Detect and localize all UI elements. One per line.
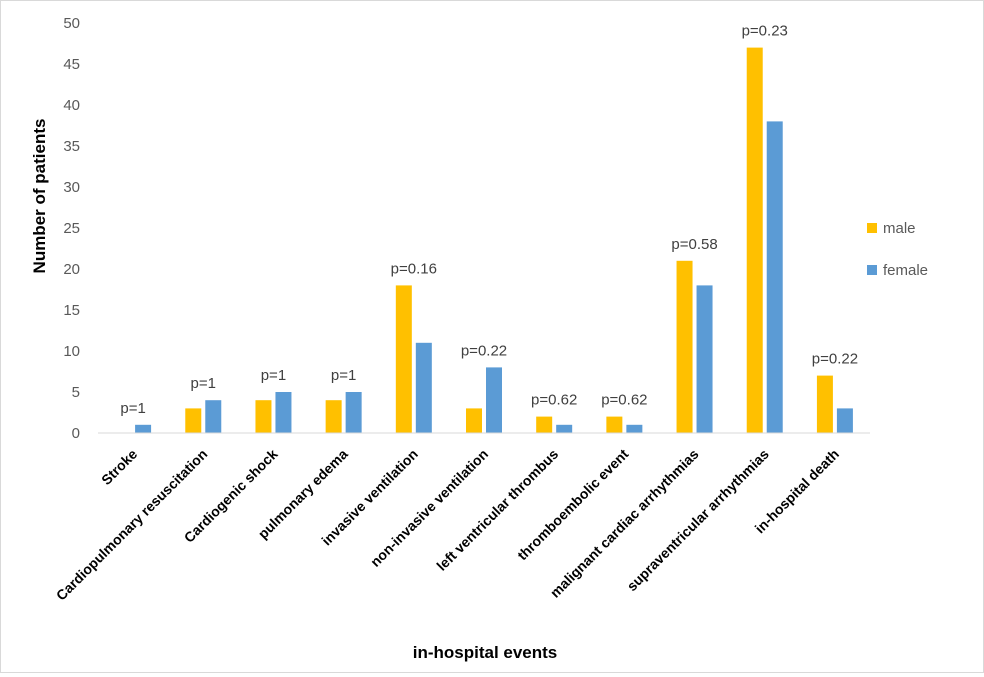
bar-female <box>696 285 713 433</box>
y-tick-label: 40 <box>63 97 80 114</box>
bar-male <box>816 375 833 433</box>
y-tick-label: 15 <box>63 302 80 319</box>
bar-female <box>766 121 783 434</box>
bar-male <box>325 400 342 433</box>
bar-male <box>255 400 272 433</box>
legend-label-female: female <box>883 262 928 279</box>
p-value-label: p=0.58 <box>671 236 717 253</box>
x-tick-label: left ventricular thrombus <box>433 446 561 574</box>
x-tick-label: supraventricular arrhythmias <box>624 446 772 594</box>
x-axis-title: in-hospital events <box>413 643 558 662</box>
bar-female <box>626 424 643 433</box>
y-tick-label: 25 <box>63 220 80 237</box>
bar-female <box>135 424 152 433</box>
bar-male <box>185 408 202 433</box>
bar-female <box>836 408 853 433</box>
p-value-labels: p=1 p=1 p=1 p=1 p=0.16 p=0.22 p=0.62 p=0.62 p=0.… <box>120 23 858 417</box>
y-tick-label: 45 <box>63 56 80 73</box>
p-value-label: p=0.16 <box>391 260 437 277</box>
bars <box>135 47 853 434</box>
p-value-label: p=0.22 <box>461 342 507 359</box>
x-tick-label: Stroke <box>98 446 140 488</box>
y-axis-title: Number of patients <box>30 119 49 274</box>
bar-female <box>486 367 502 433</box>
legend-label-male: male <box>883 220 916 237</box>
p-value-label: p=1 <box>261 367 286 384</box>
y-tick-label: 5 <box>72 384 80 401</box>
y-tick-label: 10 <box>63 343 80 360</box>
p-value-label: p=0.23 <box>742 23 788 40</box>
p-value-label: p=0.22 <box>812 351 858 368</box>
y-tick-label: 50 <box>63 15 80 32</box>
legend: male female <box>867 220 928 279</box>
x-tick-label: malignant cardiac arrhythmias <box>547 446 702 601</box>
p-value-label: p=0.62 <box>601 392 647 409</box>
bar-male <box>606 416 623 433</box>
x-tick-label: Cardiopulmonary resuscitation <box>53 446 211 604</box>
bar-male <box>746 47 763 433</box>
y-tick-label: 0 <box>72 425 80 442</box>
bar-female <box>275 392 292 433</box>
x-tick-label: non-invasive ventilation <box>367 446 491 570</box>
legend-swatch-female <box>867 265 877 275</box>
bar-female <box>415 342 432 433</box>
bar-female <box>556 424 573 433</box>
p-value-label: p=0.62 <box>531 392 577 409</box>
y-axis-ticks: 0 5 10 15 20 25 30 35 40 45 50 <box>63 15 80 442</box>
bar-male <box>466 408 482 433</box>
p-value-label: p=1 <box>120 400 145 417</box>
y-tick-label: 35 <box>63 138 80 155</box>
bar-male <box>395 285 412 433</box>
bar-male <box>536 416 553 433</box>
legend-swatch-male <box>867 223 877 233</box>
p-value-label: p=1 <box>191 375 216 392</box>
bar-male <box>676 260 693 433</box>
p-value-label: p=1 <box>331 367 356 384</box>
bar-female <box>205 400 222 433</box>
bar-female <box>345 392 362 433</box>
y-tick-label: 20 <box>63 261 80 278</box>
y-tick-label: 30 <box>63 179 80 196</box>
